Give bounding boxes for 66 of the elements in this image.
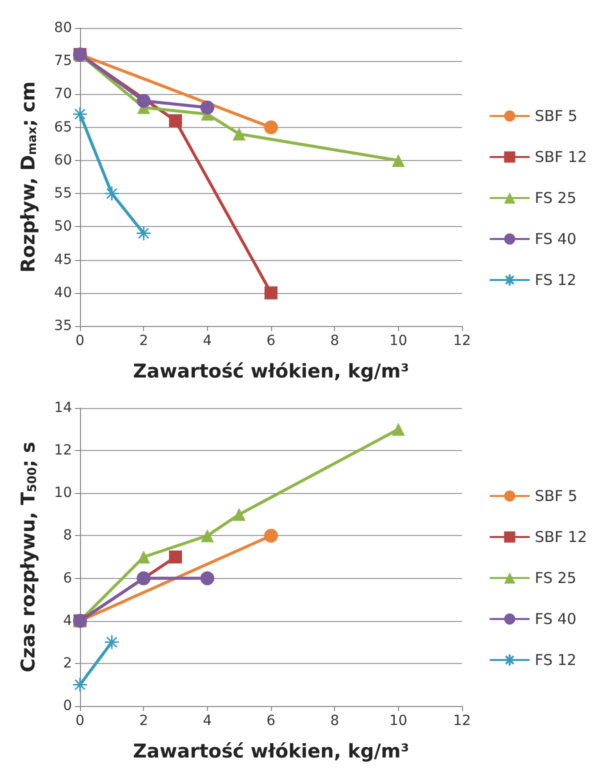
x-tick-label: 0	[76, 713, 84, 729]
legend-label: FS 25	[534, 569, 576, 587]
x-tick-label: 12	[453, 333, 471, 349]
y-tick-label: 2	[63, 655, 72, 672]
point	[104, 634, 120, 650]
legend-label: FS 25	[534, 189, 576, 207]
y-tick-label: 80	[54, 20, 72, 36]
x-tick-label: 10	[389, 333, 408, 349]
point	[392, 422, 405, 436]
y-tick-label: 0	[63, 698, 72, 714]
legend-label: SBF 5	[534, 487, 578, 505]
y-tick-label: 75	[54, 53, 72, 70]
y-tick-label: 14	[54, 400, 72, 416]
x-tick-label: 12	[453, 713, 471, 729]
y-tick-label: 55	[54, 186, 72, 202]
x-tick-label: 2	[139, 333, 148, 349]
point	[392, 154, 405, 167]
y-tick-label: 35	[54, 318, 72, 334]
point	[169, 550, 182, 564]
point	[200, 100, 214, 114]
point	[264, 528, 278, 543]
x-tick-label: 4	[202, 333, 212, 349]
point	[232, 508, 246, 521]
x-tick-label: 6	[266, 333, 276, 349]
point	[136, 226, 152, 242]
x-tick-label: 4	[202, 713, 212, 729]
legend-label: SBF 12	[534, 528, 587, 546]
x-axis-title: Zawartość włókien, kg/m³	[132, 740, 410, 762]
legend-label: FS 40	[534, 610, 576, 628]
x-tick-label: 0	[76, 333, 84, 349]
y-tick-label: 60	[54, 152, 72, 168]
legend-label: FS 12	[534, 651, 576, 669]
point	[136, 94, 151, 108]
legend-label: SBF 12	[534, 148, 587, 166]
point	[200, 529, 214, 542]
point	[232, 127, 246, 140]
y-tick-label: 65	[54, 119, 72, 136]
point	[72, 106, 88, 122]
legend-label: FS 40	[534, 230, 576, 248]
y-tick-label: 12	[54, 442, 72, 459]
x-tick-label: 10	[389, 713, 408, 729]
y-tick-label: 6	[63, 570, 72, 586]
point	[137, 550, 150, 564]
x-axis-title: Zawartość włókien, kg/m³	[132, 360, 410, 382]
point	[72, 676, 88, 692]
x-tick-label: 2	[139, 713, 148, 729]
y-tick-label: 50	[54, 218, 72, 235]
point	[169, 114, 182, 128]
legend-label: SBF 5	[534, 107, 578, 125]
point	[264, 120, 278, 134]
point	[200, 571, 214, 586]
y-tick-label: 10	[54, 485, 72, 502]
x-tick-label: 6	[266, 713, 276, 729]
x-tick-label: 8	[330, 333, 340, 349]
x-tick-label: 8	[330, 713, 340, 729]
y-tick-label: 70	[54, 86, 72, 102]
y-axis-title: Rozpływ, Dmax; cm	[18, 81, 40, 273]
legend-label: FS 12	[534, 271, 576, 289]
y-axis-title: Czas rozpływu, T500; s	[18, 442, 40, 672]
y-tick-label: 8	[63, 528, 72, 544]
y-tick-label: 40	[54, 284, 72, 301]
y-tick-label: 4	[63, 612, 72, 629]
point	[136, 571, 151, 586]
point	[264, 286, 278, 300]
point	[104, 186, 120, 202]
y-tick-label: 45	[54, 252, 72, 268]
